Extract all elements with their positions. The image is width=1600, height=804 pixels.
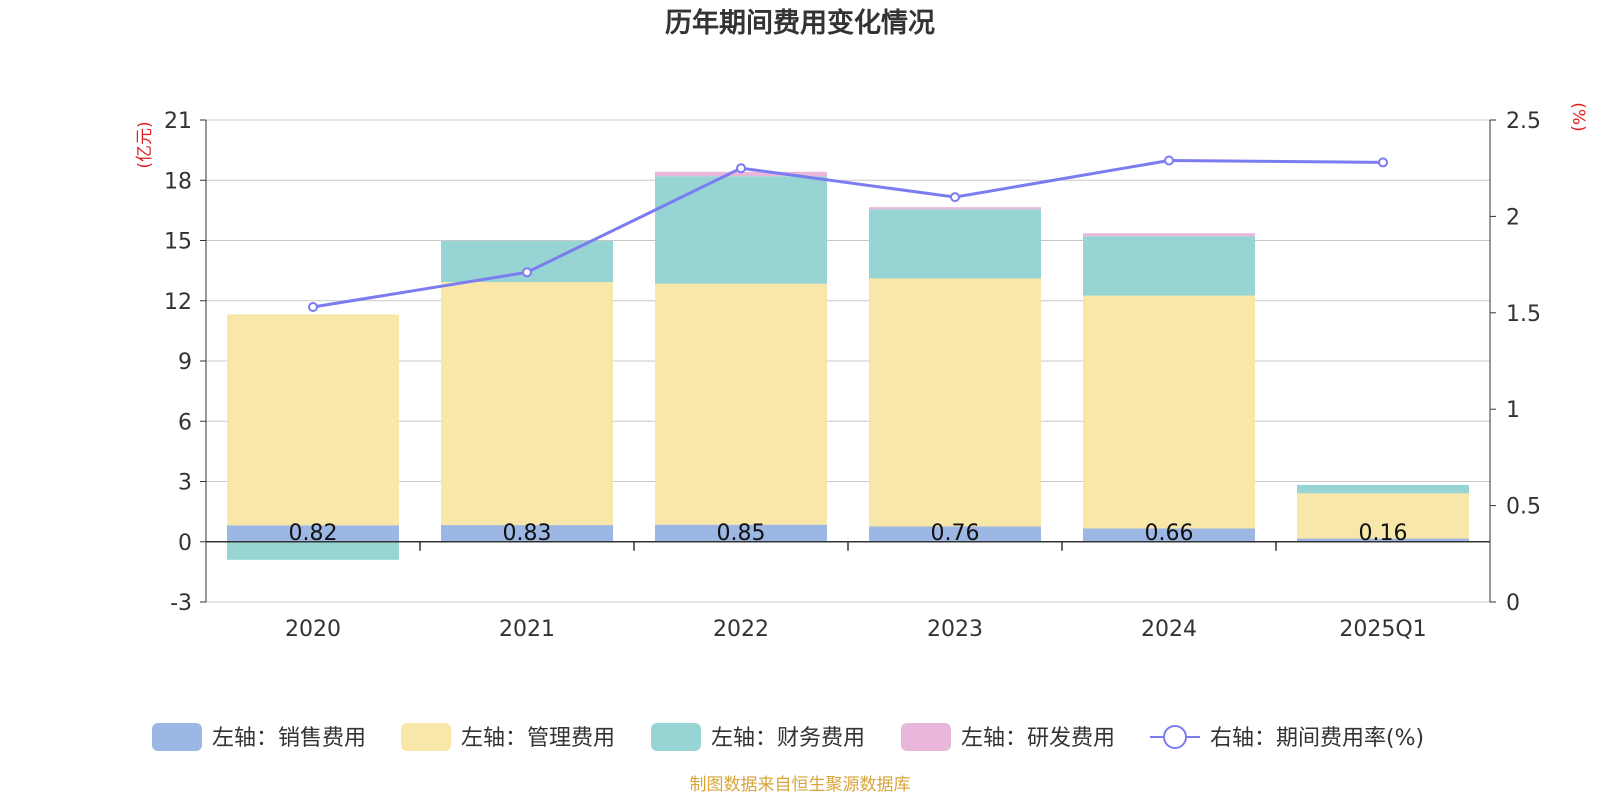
left-axis-tick-label: 6	[178, 410, 192, 435]
left-axis-tick-label: 12	[164, 290, 192, 315]
legend-item-rate[interactable]: 右轴：期间费用率(%)	[1150, 725, 1424, 751]
x-axis-label-2023: 2023	[927, 617, 983, 642]
bar-finance-2023	[869, 209, 1041, 279]
data-label-sales-2020: 0.82	[289, 521, 338, 546]
bar-admin-2024	[1083, 295, 1255, 529]
legend-label-rnd: 左轴：研发费用	[961, 726, 1115, 751]
left-axis-tick-label: 3	[178, 471, 192, 496]
left-axis-tick-label: 15	[164, 230, 192, 255]
bar-rnd-2022	[655, 171, 827, 177]
right-axis-tick-label: 2	[1506, 205, 1520, 230]
legend-label-rate: 右轴：期间费用率(%)	[1210, 726, 1424, 751]
right-axis-tick-label: 1.5	[1506, 302, 1541, 327]
legend-label-sales: 左轴：销售费用	[212, 726, 366, 751]
left-axis-tick-label: 18	[164, 169, 192, 194]
bar-admin-2021	[441, 282, 613, 526]
bar-rnd-2024	[1083, 233, 1255, 237]
bar-admin-2020	[227, 314, 399, 526]
left-axis-tick-label: -3	[170, 591, 192, 616]
bar-finance-2025Q1	[1297, 484, 1469, 494]
data-label-sales-2025Q1: 0.16	[1359, 521, 1408, 546]
data-label-sales-2022: 0.85	[717, 521, 766, 546]
right-axis-tick-label: 0.5	[1506, 495, 1541, 520]
bar-sales-2023	[869, 526, 1041, 542]
legend-swatch-rnd	[901, 723, 951, 751]
left-axis-tick-label: 0	[178, 531, 192, 556]
x-axis-label-2022: 2022	[713, 617, 769, 642]
left-axis-tick-label: 21	[164, 109, 192, 134]
rate-point-2025Q1	[1378, 157, 1388, 168]
bar-finance-2020	[227, 541, 399, 560]
left-axis-tick-label: 9	[178, 350, 192, 375]
legend-swatch-sales	[152, 723, 202, 751]
legend-item-admin[interactable]: 左轴：管理费用	[401, 723, 615, 751]
bar-sales-2021	[441, 525, 613, 542]
left-axis-unit: (亿元)	[135, 121, 155, 168]
bar-admin-2022	[655, 283, 827, 525]
axes: -3 0 3 6 9 12 15 18 21 0 0.5 1 1.5 2 2.5 2020 2021 2022 20…	[164, 109, 1541, 642]
bar-finance-2024	[1083, 236, 1255, 296]
source-note: 制图数据来自恒生聚源数据库	[690, 775, 911, 795]
right-axis-tick-label: 0	[1506, 591, 1520, 616]
bar-series	[227, 171, 1469, 560]
grid-lines	[206, 119, 1490, 603]
legend-swatch-finance	[651, 723, 701, 751]
x-axis-label-2024: 2024	[1141, 617, 1197, 642]
legend-swatch-admin	[401, 723, 451, 751]
bar-admin-2023	[869, 278, 1041, 527]
rate-point-2022	[736, 163, 746, 174]
right-axis-tick-label: 1	[1506, 398, 1520, 423]
x-axis-label-2020: 2020	[285, 617, 341, 642]
bar-sales-2025Q1	[1297, 538, 1469, 542]
legend-item-sales[interactable]: 左轴：销售费用	[152, 723, 366, 751]
rate-line-series	[308, 155, 1388, 313]
bar-sales-2022	[655, 524, 827, 542]
x-axis-label-2025Q1: 2025Q1	[1339, 617, 1426, 642]
data-labels: 0.82 0.83 0.85 0.76 0.66 0.16	[289, 521, 1408, 546]
legend-item-finance[interactable]: 左轴：财务费用	[651, 723, 865, 751]
right-axis-unit: (%)	[1568, 102, 1588, 131]
data-label-sales-2023: 0.76	[931, 521, 980, 546]
rate-point-2024	[1164, 155, 1174, 166]
rate-line	[312, 158, 1384, 309]
data-label-sales-2021: 0.83	[503, 521, 552, 546]
bar-finance-2022	[655, 176, 827, 284]
x-axis-label-2021: 2021	[499, 617, 555, 642]
legend-label-admin: 左轴：管理费用	[461, 726, 615, 751]
rate-point-2023	[950, 192, 960, 203]
chart-title: 历年期间费用变化情况	[665, 7, 935, 39]
legend[interactable]: 左轴：销售费用 左轴：管理费用 左轴：财务费用 左轴：研发费用 右轴：期间费用率(%)	[152, 723, 1424, 751]
legend-swatch-rate-marker	[1163, 725, 1187, 749]
bar-admin-2025Q1	[1297, 493, 1469, 539]
rate-point-2021	[522, 267, 532, 278]
bar-sales-2024	[1083, 528, 1255, 542]
legend-label-finance: 左轴：财务费用	[711, 726, 865, 751]
bar-rnd-2023	[869, 207, 1041, 210]
bar-sales-2020	[227, 525, 399, 542]
data-label-sales-2024: 0.66	[1145, 521, 1194, 546]
rate-point-2020	[308, 302, 318, 313]
legend-item-rnd[interactable]: 左轴：研发费用	[901, 723, 1115, 751]
right-axis-tick-label: 2.5	[1506, 109, 1541, 134]
